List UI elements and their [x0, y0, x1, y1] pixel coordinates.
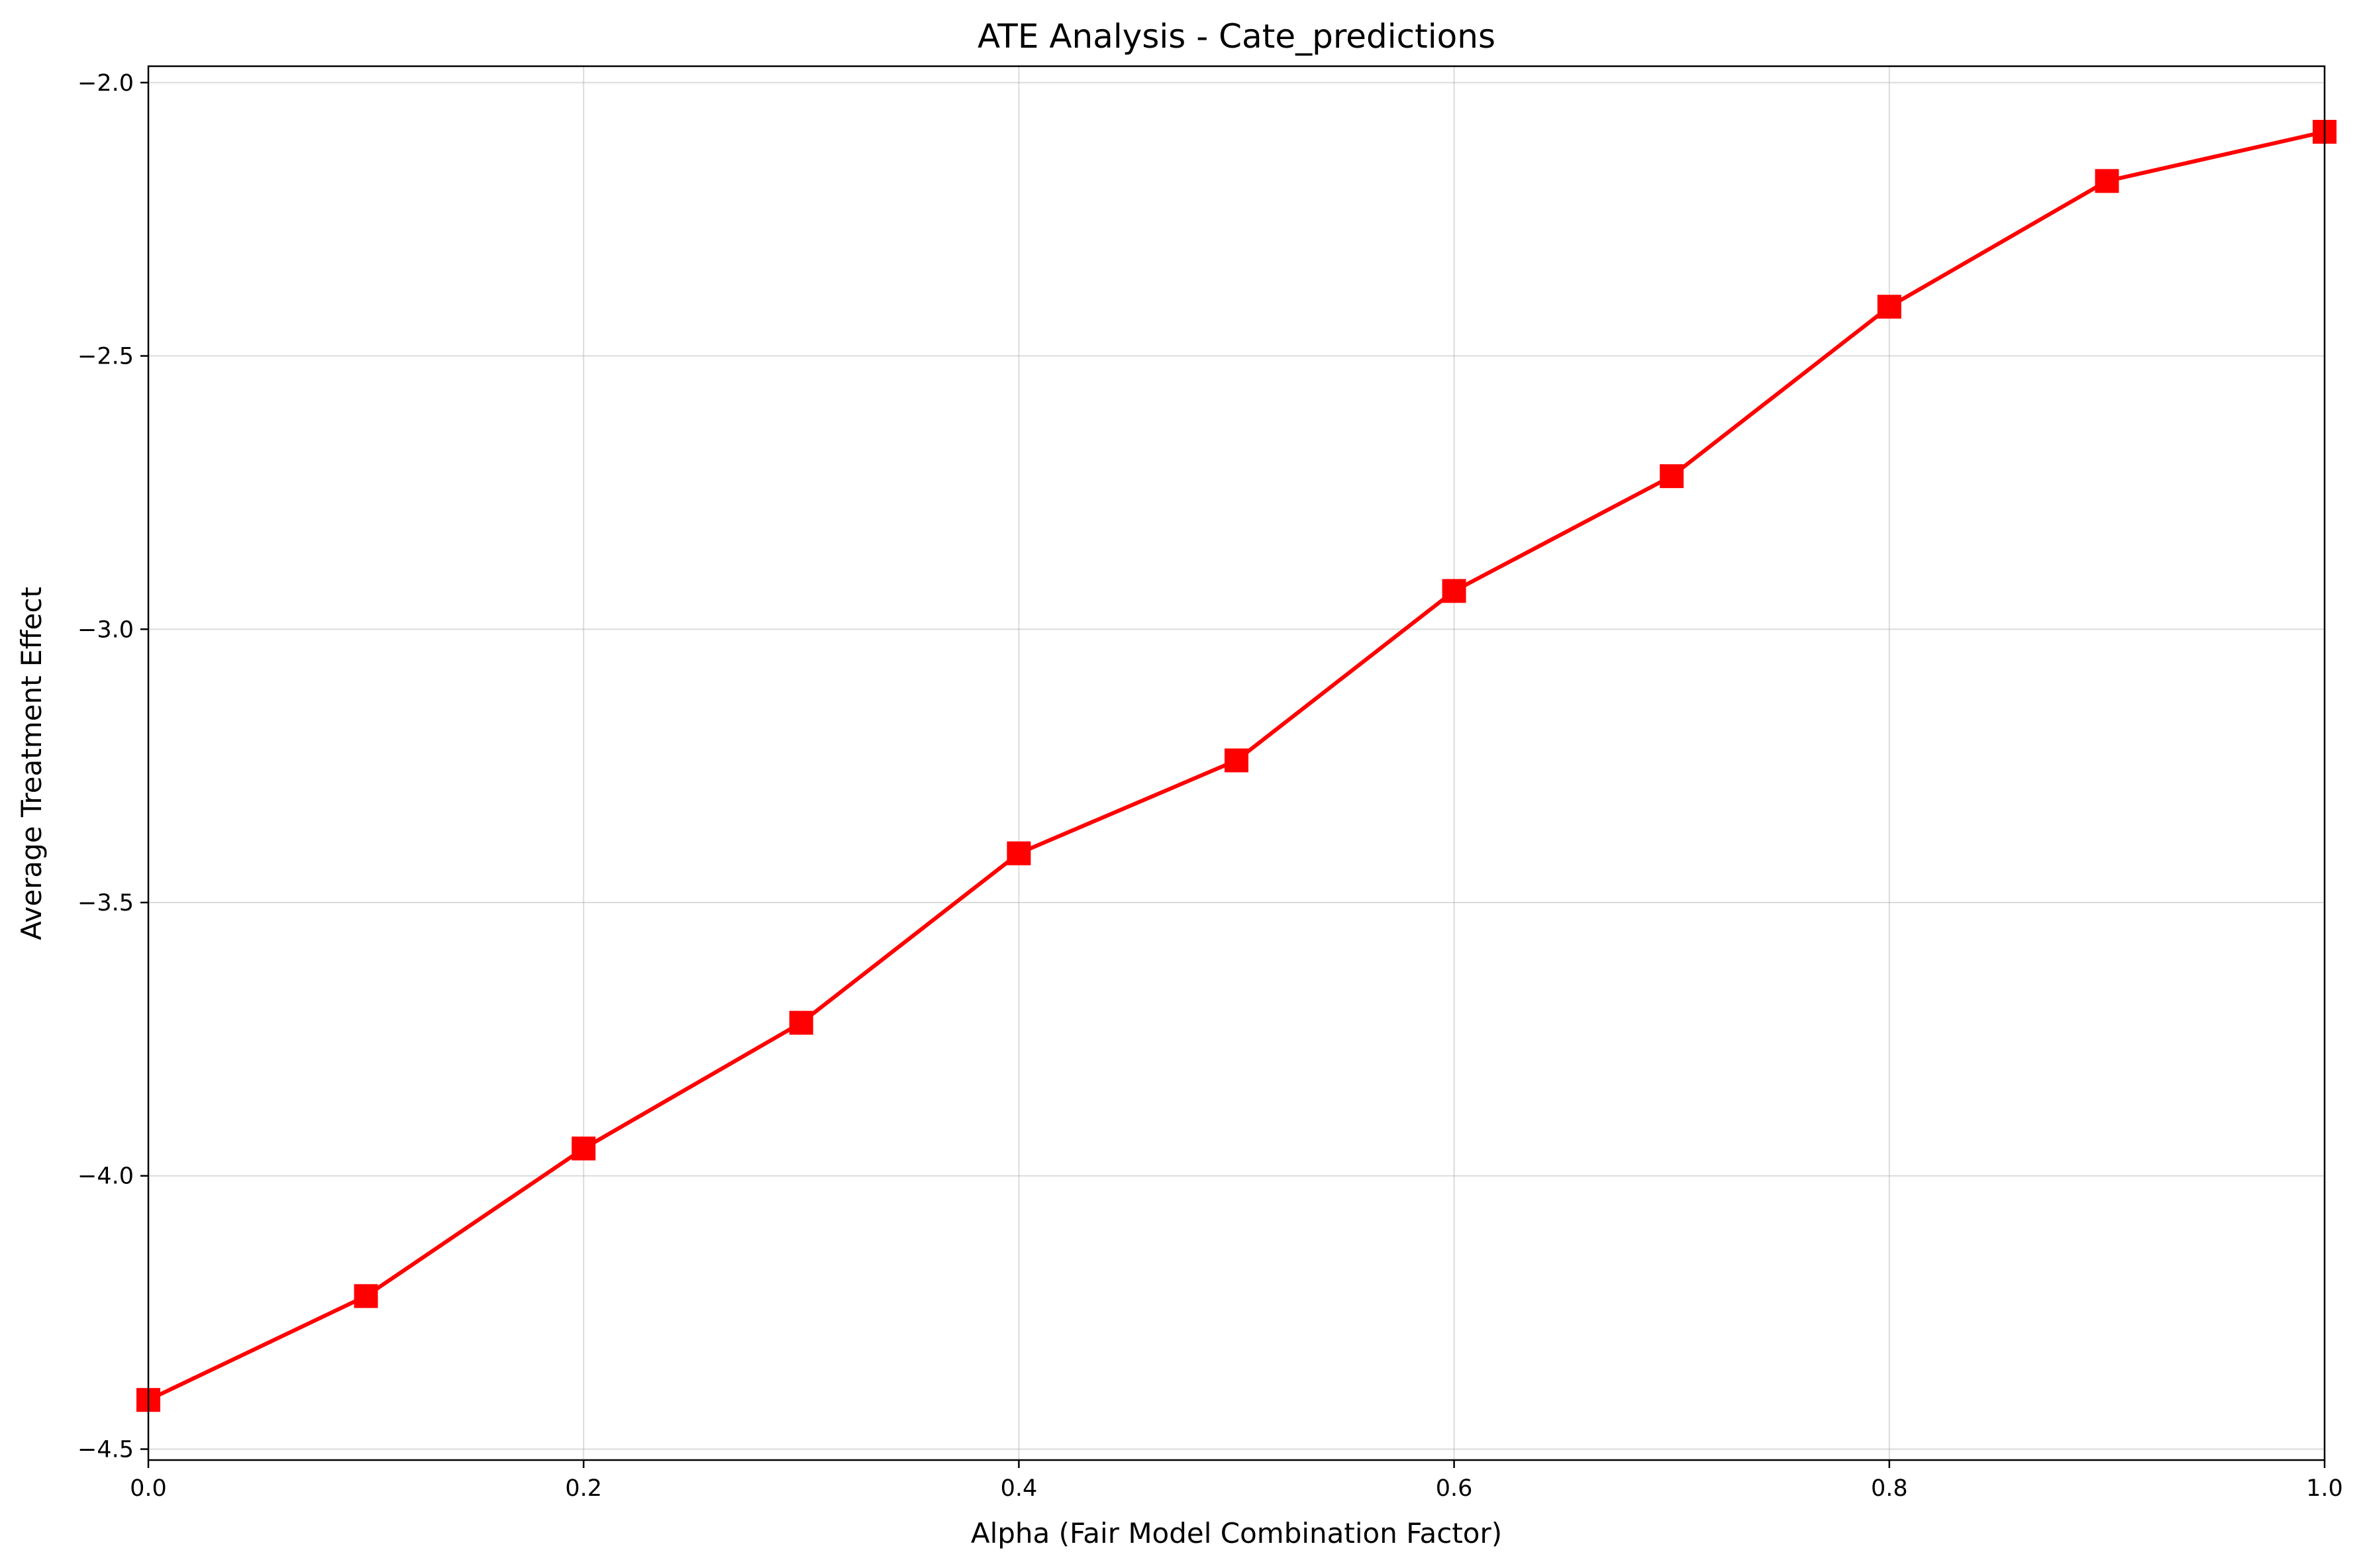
data-point-marker	[1660, 464, 1684, 489]
data-point-marker	[2095, 169, 2119, 193]
data-point-marker	[1007, 841, 1031, 865]
x-tick-label: 0.8	[1871, 1475, 1908, 1502]
y-tick-label: −2.5	[77, 344, 134, 370]
data-point-marker	[1225, 748, 1248, 773]
y-tick-label: −4.0	[77, 1163, 134, 1190]
x-axis-label: Alpha (Fair Model Combination Factor)	[971, 1517, 1502, 1549]
x-tick-label: 1.0	[2306, 1475, 2343, 1502]
y-axis-label: Average Treatment Effect	[15, 587, 48, 940]
y-tick-label: −2.0	[77, 70, 134, 97]
data-point-marker	[354, 1284, 378, 1308]
x-tick-label: 0.0	[130, 1475, 167, 1502]
x-tick-label: 0.6	[1436, 1475, 1473, 1502]
data-point-marker	[789, 1010, 813, 1035]
data-point-marker	[1877, 295, 1901, 319]
y-tick-label: −4.5	[77, 1436, 134, 1463]
plot-frame	[147, 65, 2326, 1461]
x-axis-ticks: 0.0 0.2 0.4 0.6 0.8 1.0	[130, 1460, 2343, 1502]
data-point-marker	[1442, 579, 1466, 603]
y-tick-label: −3.5	[77, 890, 134, 916]
x-tick-label: 0.4	[1001, 1475, 1038, 1502]
y-tick-label: −3.0	[77, 616, 134, 643]
y-axis-ticks: −4.5 −4.0 −3.5 −3.0 −2.5 −2.0	[77, 70, 148, 1463]
chart-title: ATE Analysis - Cate_predictions	[978, 17, 1495, 56]
data-point-marker	[572, 1136, 596, 1161]
series-layer	[136, 120, 2337, 1412]
x-tick-label: 0.2	[565, 1475, 602, 1502]
